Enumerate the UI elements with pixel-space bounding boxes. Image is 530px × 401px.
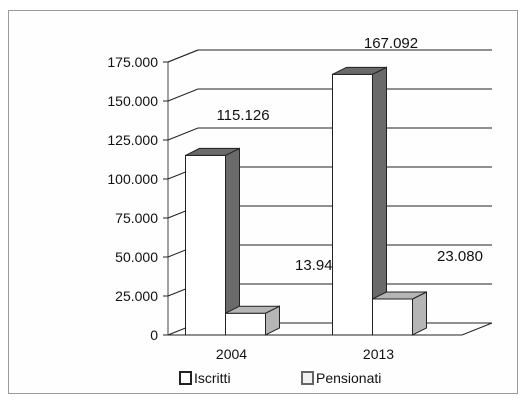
y-tick-label: 100.000 bbox=[107, 171, 158, 187]
gridline bbox=[167, 127, 492, 141]
x-category-label: 2004 bbox=[216, 346, 247, 362]
y-tick-label: 0 bbox=[150, 327, 158, 343]
y-tick-label: 175.000 bbox=[107, 54, 158, 70]
gridline bbox=[167, 88, 492, 102]
gridline bbox=[167, 49, 492, 63]
y-tick-label: 125.000 bbox=[107, 132, 158, 148]
legend-label: Iscritti bbox=[194, 370, 231, 386]
data-label: 23.080 bbox=[437, 248, 483, 265]
bar-pensionati-2004 bbox=[225, 312, 266, 336]
bar-top-pensionati-2013 bbox=[372, 291, 427, 300]
x-category-label: 2013 bbox=[363, 346, 394, 362]
y-tick-label: 75.000 bbox=[115, 210, 158, 226]
legend-label: Pensionati bbox=[316, 370, 381, 386]
y-tick-label: 150.000 bbox=[107, 93, 158, 109]
data-label: 13.949 bbox=[295, 257, 341, 274]
legend-swatch bbox=[301, 371, 314, 385]
bar-pensionati-2013 bbox=[372, 298, 413, 336]
y-tick-label: 50.000 bbox=[115, 249, 158, 265]
data-label: 115.126 bbox=[216, 107, 269, 124]
bar-iscritti-2013 bbox=[332, 73, 373, 336]
bar-top-pensionati-2004 bbox=[225, 305, 280, 314]
data-label: 167.092 bbox=[364, 35, 418, 52]
bar-iscritti-2004 bbox=[185, 154, 226, 336]
bar-top-iscritti-2013 bbox=[332, 66, 387, 75]
y-tick-label: 25.000 bbox=[115, 288, 158, 304]
legend-swatch bbox=[179, 371, 192, 385]
bar-top-iscritti-2004 bbox=[185, 147, 240, 156]
